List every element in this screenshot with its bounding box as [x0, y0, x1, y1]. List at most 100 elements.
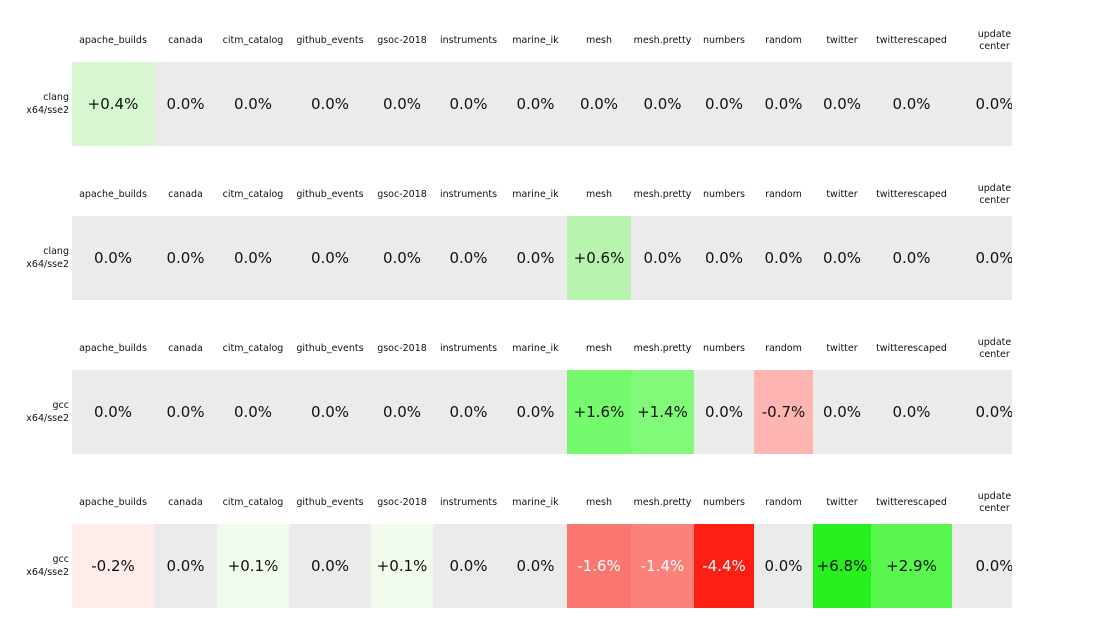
column-header-label: marine_ik: [512, 188, 559, 200]
row-label: gcc x64/sse2: [26, 553, 69, 578]
column-header-label: random: [765, 188, 802, 200]
column-header-label: gsoc-2018: [377, 34, 427, 46]
column-header-apache-builds: apache_builds: [72, 189, 154, 201]
column-header-label: update center: [977, 182, 1012, 206]
heatmap-cell: -0.2%: [72, 524, 154, 608]
column-header-label: citm_catalog: [222, 34, 284, 46]
heatmap-cell: 0.0%: [289, 216, 371, 300]
heatmap-cell: 0.0%: [289, 370, 371, 454]
row-label: clang x64/sse2: [26, 91, 69, 116]
column-header-random: random: [754, 497, 813, 509]
column-header-random: random: [754, 189, 813, 201]
column-header-numbers: numbers: [694, 189, 754, 201]
heatmap-cell: 0.0%: [694, 370, 754, 454]
column-header-label: marine_ik: [512, 34, 559, 46]
heatmap-cell: -1.4%: [631, 524, 694, 608]
column-header-twitterescaped: twitterescaped: [871, 35, 952, 47]
benchmark-table: apache_builds canada citm_catalog github_ev…: [0, 20, 1012, 146]
column-header-update-center: update center: [952, 183, 1012, 208]
column-header-marine-ik: marine_ik: [504, 343, 567, 355]
benchmark-table: apache_builds canada citm_catalog github_ev…: [0, 482, 1012, 608]
column-header-label: github_events: [296, 342, 364, 354]
column-header-label: apache_builds: [79, 188, 147, 200]
heatmap-cell: 0.0%: [504, 216, 567, 300]
column-header-citm-catalog: citm_catalog: [217, 35, 289, 47]
column-header-label: random: [765, 342, 802, 354]
column-header-label: github_events: [296, 34, 364, 46]
column-header-label: mesh: [585, 496, 613, 508]
heatmap-cell: 0.0%: [289, 62, 371, 146]
heatmap-cell: 0.0%: [154, 62, 217, 146]
column-header-label: apache_builds: [79, 34, 147, 46]
column-header-label: twitter: [826, 188, 858, 200]
column-header-mesh: mesh: [567, 189, 631, 201]
heatmap-cell: 0.0%: [813, 62, 871, 146]
column-header-apache-builds: apache_builds: [72, 343, 154, 355]
heatmap-cell: +1.6%: [567, 370, 631, 454]
column-header-marine-ik: marine_ik: [504, 497, 567, 509]
column-header-gsoc-2018: gsoc-2018: [371, 189, 433, 201]
heatmap-cell: 0.0%: [952, 216, 1012, 300]
column-header-label: mesh.pretty: [633, 496, 692, 508]
column-header-label: apache_builds: [79, 342, 147, 354]
heatmap-cell: +0.1%: [217, 524, 289, 608]
heatmap-cell: 0.0%: [567, 62, 631, 146]
column-header-numbers: numbers: [694, 497, 754, 509]
heatmap-cell: 0.0%: [217, 62, 289, 146]
row-label: gcc x64/sse2: [26, 399, 69, 424]
column-header-label: mesh.pretty: [633, 188, 692, 200]
column-header-label: numbers: [702, 496, 746, 508]
heatmap-cell: +0.1%: [371, 524, 433, 608]
column-header-marine-ik: marine_ik: [504, 189, 567, 201]
heatmap-cell: -0.7%: [754, 370, 813, 454]
heatmap-cell: +6.8%: [813, 524, 871, 608]
column-header-label: citm_catalog: [222, 188, 284, 200]
column-header-label: twitter: [826, 34, 858, 46]
column-header-marine-ik: marine_ik: [504, 35, 567, 47]
column-header-label: twitterescaped: [876, 342, 947, 354]
column-header-label: twitterescaped: [876, 188, 947, 200]
column-header-instruments: instruments: [433, 189, 504, 201]
column-header-twitterescaped: twitterescaped: [871, 497, 952, 509]
column-header-label: update center: [977, 336, 1012, 360]
heatmap-cell: 0.0%: [952, 524, 1012, 608]
heatmap-cell: 0.0%: [217, 216, 289, 300]
heatmap-cell: 0.0%: [289, 524, 371, 608]
column-header-citm-catalog: citm_catalog: [217, 343, 289, 355]
benchmark-table: apache_builds canada citm_catalog github_ev…: [0, 174, 1012, 300]
column-header-label: twitter: [826, 496, 858, 508]
heatmap-cell: 0.0%: [952, 62, 1012, 146]
column-header-numbers: numbers: [694, 343, 754, 355]
column-header-twitterescaped: twitterescaped: [871, 189, 952, 201]
column-header-gsoc-2018: gsoc-2018: [371, 497, 433, 509]
heatmap-cell: 0.0%: [871, 370, 952, 454]
column-header-label: gsoc-2018: [377, 188, 427, 200]
column-header-label: update center: [977, 28, 1012, 52]
column-header-mesh-pretty: mesh.pretty: [631, 189, 694, 201]
column-header-label: canada: [168, 34, 203, 46]
column-header-gsoc-2018: gsoc-2018: [371, 35, 433, 47]
heatmap-cell: 0.0%: [694, 216, 754, 300]
column-header-random: random: [754, 35, 813, 47]
column-header-label: canada: [168, 496, 203, 508]
column-header-update-center: update center: [952, 337, 1012, 362]
column-header-label: gsoc-2018: [377, 496, 427, 508]
column-header-label: numbers: [702, 342, 746, 354]
heatmap-cell: 0.0%: [371, 216, 433, 300]
column-header-label: numbers: [702, 188, 746, 200]
column-header-update-center: update center: [952, 29, 1012, 54]
column-header-twitter: twitter: [813, 35, 871, 47]
column-header-instruments: instruments: [433, 343, 504, 355]
column-header-label: gsoc-2018: [377, 342, 427, 354]
column-header-label: twitterescaped: [876, 496, 947, 508]
column-header-twitterescaped: twitterescaped: [871, 343, 952, 355]
heatmap-cell: +2.9%: [871, 524, 952, 608]
heatmap-cell: 0.0%: [694, 62, 754, 146]
heatmap-cell: 0.0%: [813, 216, 871, 300]
column-header-twitter: twitter: [813, 343, 871, 355]
heatmap-cell: 0.0%: [433, 370, 504, 454]
heatmap-cell: 0.0%: [371, 62, 433, 146]
heatmap-cell: 0.0%: [871, 216, 952, 300]
column-header-twitter: twitter: [813, 497, 871, 509]
column-header-canada: canada: [154, 497, 217, 509]
